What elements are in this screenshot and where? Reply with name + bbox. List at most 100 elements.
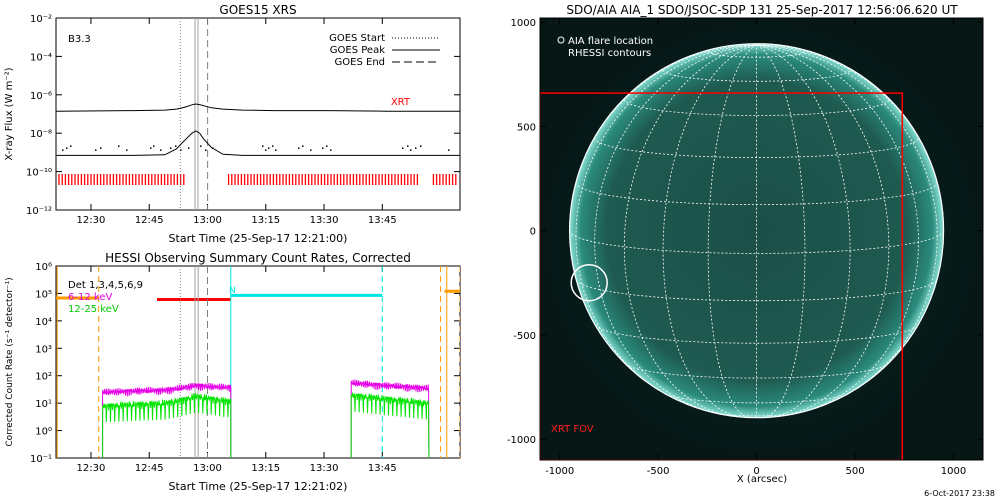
goes-x-axis-label: Start Time (25-Sep-17 12:21:00) bbox=[169, 232, 348, 245]
goes-xrt-label: XRT bbox=[391, 97, 411, 108]
goes-series bbox=[56, 103, 460, 156]
aia-flare-location-marker bbox=[570, 264, 608, 302]
aia-y-axis: 1000 500 0 -500 -1000 bbox=[507, 18, 983, 446]
goes-noise-dot bbox=[407, 145, 409, 147]
goes-short-channel-line bbox=[56, 130, 460, 156]
xrt-fov-label: XRT FOV bbox=[551, 424, 594, 435]
goes-long-channel-line bbox=[56, 103, 460, 112]
sun-latitude-line bbox=[575, 279, 938, 302]
sun-longitude-line bbox=[756, 44, 920, 414]
goes-xtick-label: 12:30 bbox=[77, 215, 106, 226]
hessi-xtick-label: 13:00 bbox=[193, 463, 222, 474]
hessi-title: HESSI Observing Summary Count Rates, Cor… bbox=[105, 251, 411, 265]
sun-longitude-line bbox=[575, 44, 757, 400]
hessi-legend-12-25: 12-25 keV bbox=[68, 304, 119, 315]
goes-noise-dot bbox=[205, 149, 207, 151]
sun-longitude-line bbox=[756, 44, 851, 418]
hessi-xtick-label: 12:45 bbox=[135, 463, 164, 474]
goes-noise-dot bbox=[410, 149, 412, 151]
sun-lat-lon-grid bbox=[568, 43, 945, 419]
date-stamp: 6-Oct-2017 23:38 bbox=[924, 489, 995, 498]
circle-icon bbox=[557, 36, 565, 44]
aia-ytick-label: 500 bbox=[517, 122, 536, 133]
goes-legend: GOES Start GOES Peak GOES End bbox=[329, 33, 440, 68]
goes-noise-dot bbox=[62, 149, 64, 151]
goes-ytick-label: 10⁻⁶ bbox=[30, 91, 52, 102]
hessi-ytick-label: 10³ bbox=[35, 344, 52, 355]
legend-goes-end-label: GOES End bbox=[335, 57, 385, 68]
legend-goes-start-label: GOES Start bbox=[329, 33, 385, 44]
goes-x-axis: 12:30 12:45 13:00 13:15 13:30 13:45 bbox=[77, 18, 397, 226]
hessi-bands bbox=[56, 289, 460, 302]
goes-noise-dot bbox=[150, 147, 152, 149]
sun-disk bbox=[569, 43, 944, 418]
goes-noise-dot bbox=[170, 147, 172, 149]
goes-xtick-label: 13:15 bbox=[251, 215, 280, 226]
goes-xtick-label: 12:45 bbox=[135, 215, 164, 226]
goes-ytick-label: 10⁻¹² bbox=[26, 206, 52, 217]
hessi-panel: HESSI Observing Summary Count Rates, Cor… bbox=[5, 251, 461, 493]
hessi-series-12-25-keV-segment-1 bbox=[350, 392, 430, 458]
goes-panel: GOES15 XRS 10⁻² 10⁻⁴ 10⁻⁶ 10⁻⁸ 10⁻¹⁰ 10⁻¹² 12… bbox=[4, 3, 461, 245]
hessi-xtick-label: 13:30 bbox=[310, 463, 339, 474]
aia-legend-flare-location: AIA flare location bbox=[568, 36, 653, 47]
hessi-x-axis: 12:30 12:45 13:00 13:15 13:30 13:45 bbox=[77, 266, 397, 474]
goes-noise-dot bbox=[330, 149, 332, 151]
goes-ytick-label: 10⁻¹⁰ bbox=[26, 168, 52, 179]
hessi-xtick-label: 12:30 bbox=[77, 463, 106, 474]
sun-longitude-line bbox=[756, 44, 806, 418]
hessi-y-axis-label: Corrected Count Rate (s⁻¹ detector⁻¹) bbox=[5, 277, 15, 446]
goes-y-axis-label: X-ray Flux (W m⁻²) bbox=[4, 67, 15, 160]
aia-xtick-label: 0 bbox=[753, 466, 759, 477]
goes-xtick-label: 13:30 bbox=[310, 215, 339, 226]
goes-noise-dot bbox=[448, 149, 450, 151]
goes-noise-dot bbox=[272, 145, 274, 147]
goes-noise-dot bbox=[66, 147, 68, 149]
hessi-series-6-12-keV-segment-0 bbox=[102, 382, 232, 458]
goes-noise-dot bbox=[200, 145, 202, 147]
aia-xtick-label: 1000 bbox=[941, 466, 966, 477]
hessi-ytick-label: 10² bbox=[35, 372, 52, 383]
goes-noise-dot bbox=[415, 147, 417, 149]
goes-noise-dot bbox=[180, 149, 182, 151]
sun-longitude-line bbox=[594, 44, 757, 414]
goes-noise-dot bbox=[188, 147, 190, 149]
aia-plot-frame bbox=[539, 17, 984, 461]
goes-plot-frame bbox=[55, 17, 461, 211]
hessi-ytick-label: 10⁵ bbox=[35, 289, 52, 300]
goes-noise-dot bbox=[160, 149, 162, 151]
goes-xrt-ticks bbox=[58, 174, 457, 185]
goes-noise-dot bbox=[310, 149, 312, 151]
aia-ytick-label: 0 bbox=[530, 227, 536, 238]
goes-noise-dot bbox=[302, 145, 304, 147]
goes-noise-dot bbox=[402, 147, 404, 149]
goes-noise-dot bbox=[118, 145, 120, 147]
goes-noise-dot bbox=[275, 149, 277, 151]
goes-noise-dot bbox=[95, 149, 97, 151]
sun-longitude-line bbox=[707, 44, 757, 418]
goes-noise-dot bbox=[265, 149, 267, 151]
hessi-n-label: N bbox=[229, 286, 236, 296]
sun-latitude-line bbox=[623, 99, 890, 116]
goes-noise-dot bbox=[420, 145, 422, 147]
goes-ytick-label: 10⁻² bbox=[30, 14, 52, 25]
goes-noise-dot bbox=[268, 147, 270, 149]
goes-noise-dot bbox=[298, 147, 300, 149]
goes-ytick-label: 10⁻⁴ bbox=[30, 52, 52, 63]
aia-xtick-label: 500 bbox=[845, 466, 864, 477]
hessi-xtick-label: 13:45 bbox=[368, 463, 397, 474]
aia-legend: AIA flare location RHESSI contours bbox=[557, 36, 653, 59]
sun-longitude-line bbox=[662, 44, 757, 418]
hessi-markers bbox=[56, 266, 460, 458]
goes-noise-dot bbox=[175, 145, 177, 147]
hessi-series bbox=[102, 379, 430, 458]
goes-noise-dot bbox=[262, 145, 264, 147]
hessi-legend-det: Det 1,3,4,5,6,9 bbox=[68, 280, 143, 291]
aia-title: SDO/AIA AIA_1 SDO/JSOC-SDP 131 25-Sep-20… bbox=[566, 3, 958, 17]
goes-markers bbox=[179, 18, 209, 210]
hessi-x-axis-label: Start Time (25-Sep-17 12:21:02) bbox=[169, 480, 348, 493]
sun-latitude-line bbox=[625, 364, 888, 379]
hessi-xtick-label: 13:15 bbox=[251, 463, 280, 474]
goes-noise-dot bbox=[100, 147, 102, 149]
